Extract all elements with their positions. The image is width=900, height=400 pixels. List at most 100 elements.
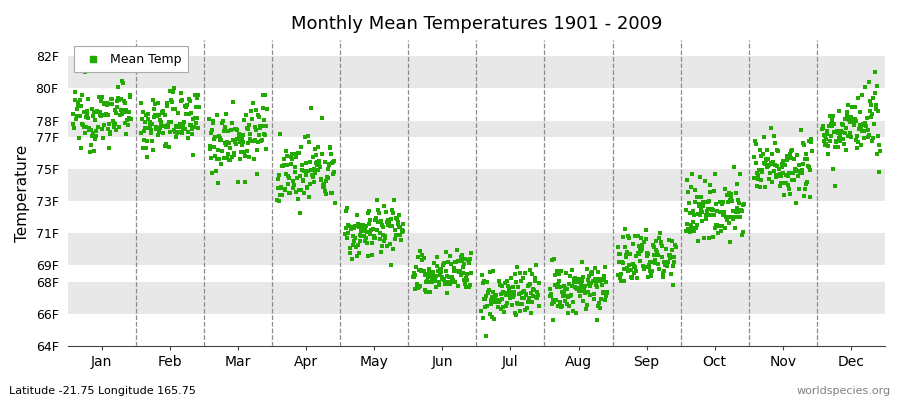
Point	[700, 206, 715, 212]
Point	[284, 154, 298, 160]
Point	[798, 150, 813, 157]
Point	[478, 296, 492, 302]
Point	[653, 240, 668, 246]
Point	[867, 121, 881, 127]
Point	[380, 242, 394, 249]
Point	[104, 101, 119, 107]
Point	[871, 133, 886, 139]
Point	[190, 115, 204, 121]
Point	[211, 147, 225, 154]
Point	[532, 280, 546, 286]
Point	[294, 144, 309, 150]
Point	[682, 200, 697, 206]
Point	[691, 203, 706, 210]
Point	[800, 179, 814, 185]
Point	[415, 257, 429, 263]
Point	[627, 264, 642, 270]
Bar	[68, 88, 885, 121]
Point	[788, 166, 803, 172]
Point	[156, 130, 170, 136]
Point	[481, 302, 495, 309]
Point	[590, 303, 605, 310]
Point	[584, 270, 598, 276]
Point	[454, 253, 468, 260]
Point	[487, 299, 501, 305]
Point	[594, 296, 608, 302]
Point	[358, 226, 373, 232]
Y-axis label: Temperature: Temperature	[15, 144, 30, 242]
Point	[344, 224, 358, 230]
Point	[688, 228, 702, 234]
Point	[764, 125, 778, 131]
Point	[753, 184, 768, 190]
Point	[354, 233, 368, 240]
Point	[638, 227, 652, 234]
Point	[381, 222, 395, 228]
Point	[614, 271, 628, 278]
Point	[781, 170, 796, 176]
Point	[488, 296, 502, 302]
Point	[598, 278, 613, 285]
Point	[439, 273, 454, 279]
Point	[347, 238, 362, 244]
Point	[858, 84, 872, 90]
Point	[94, 113, 108, 119]
Point	[256, 104, 270, 111]
Point	[149, 112, 164, 119]
Point	[772, 170, 787, 177]
Point	[632, 243, 646, 249]
Point	[598, 297, 612, 303]
Point	[410, 284, 424, 291]
Point	[644, 268, 659, 274]
Point	[596, 290, 610, 296]
Point	[505, 302, 519, 308]
Point	[76, 92, 90, 98]
Point	[582, 282, 597, 289]
Point	[435, 276, 449, 282]
Point	[358, 235, 373, 241]
Point	[180, 129, 194, 136]
Point	[773, 183, 788, 190]
Point	[593, 305, 608, 311]
Point	[70, 98, 85, 105]
Point	[236, 139, 250, 145]
Point	[250, 146, 265, 153]
Point	[549, 284, 563, 290]
Point	[386, 246, 400, 252]
Point	[707, 171, 722, 177]
Point	[248, 124, 262, 130]
Point	[386, 210, 400, 216]
Point	[632, 251, 646, 257]
Point	[342, 223, 356, 229]
Point	[109, 127, 123, 133]
Point	[713, 209, 727, 215]
Point	[176, 119, 191, 126]
Point	[175, 130, 189, 136]
Point	[521, 295, 535, 301]
Point	[182, 96, 196, 102]
Point	[306, 166, 320, 172]
Point	[255, 123, 269, 130]
Point	[750, 170, 764, 176]
Point	[645, 259, 660, 265]
Point	[343, 250, 357, 257]
Point	[326, 159, 340, 165]
Point	[657, 268, 671, 274]
Point	[570, 279, 584, 286]
Point	[756, 151, 770, 157]
Point	[257, 92, 272, 98]
Point	[322, 145, 337, 152]
Point	[816, 122, 831, 129]
Point	[284, 151, 299, 158]
Point	[576, 274, 590, 280]
Point	[118, 100, 132, 106]
Point	[170, 128, 184, 135]
Point	[787, 155, 801, 162]
Point	[454, 258, 469, 264]
Point	[805, 148, 819, 154]
Point	[860, 115, 874, 121]
Point	[639, 250, 653, 256]
Point	[289, 189, 303, 195]
Point	[724, 198, 739, 204]
Point	[102, 145, 116, 151]
